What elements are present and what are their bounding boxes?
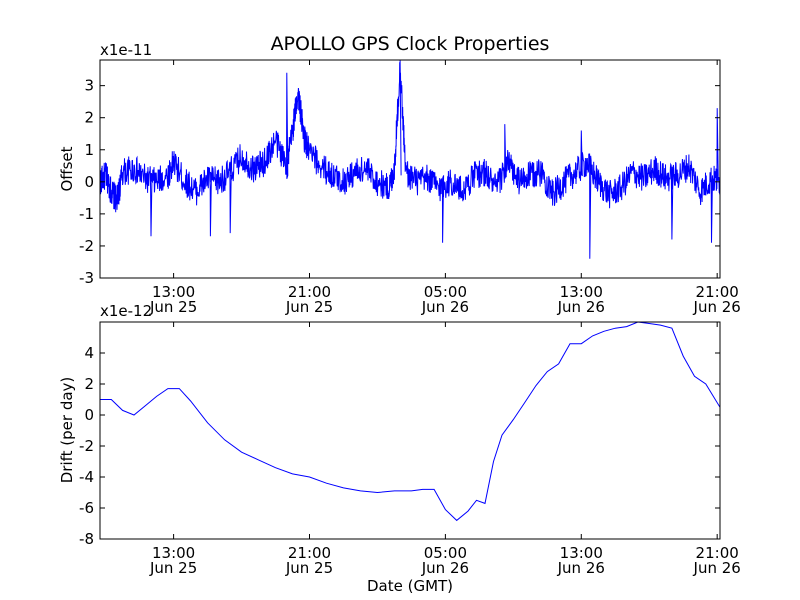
drift-y-tick-label: -6 (79, 499, 94, 517)
offset-y-tick-label: 3 (84, 77, 94, 95)
offset-x-tick-label-date: Jun 26 (421, 298, 469, 316)
drift-x-axis-label: Date (GMT) (367, 577, 453, 595)
offset-series-line (100, 60, 720, 259)
drift-x-tick-label-date: Jun 26 (693, 559, 741, 577)
drift-x-tick-label-time: 21:00 (288, 544, 331, 562)
offset-x-tick-label-time: 21:00 (696, 283, 739, 301)
drift-y-tick-label: -4 (79, 468, 94, 486)
drift-x-tick-label-time: 05:00 (424, 544, 467, 562)
drift-y-axis-label: Drift (per day) (58, 377, 76, 484)
drift-y-tick-label: -2 (79, 437, 94, 455)
drift-y-tick-label: 4 (84, 344, 94, 362)
offset-x-tick-label-date: Jun 25 (285, 298, 333, 316)
offset-y-axis-label: Offset (58, 146, 76, 191)
drift-x-tick-label-date: Jun 26 (421, 559, 469, 577)
drift-x-tick-label-date: Jun 25 (149, 559, 197, 577)
drift-series-line (100, 322, 720, 522)
drift-plot-frame (99, 321, 721, 540)
drift-x-tick-label-date: Jun 25 (285, 559, 333, 577)
offset-x-tick-label-date: Jun 26 (557, 298, 605, 316)
drift-panel: x1e-12 Drift (per day) Date (GMT) -8 -6 -4… (58, 302, 741, 595)
drift-y-tick-label: -8 (79, 530, 94, 548)
drift-y-tick-label: 0 (84, 406, 94, 424)
drift-x-tick-label-time: 13:00 (152, 544, 195, 562)
offset-x-tick-label-date: Jun 25 (149, 298, 197, 316)
offset-y-tick-label: 2 (84, 109, 94, 127)
offset-x-tick-label-time: 13:00 (560, 283, 603, 301)
offset-y-tick-label: -2 (79, 237, 94, 255)
offset-y-tick-label: -1 (79, 205, 94, 223)
offset-y-tick-label: 0 (84, 173, 94, 191)
offset-y-tick-label: 1 (84, 141, 94, 159)
drift-x-tick-label-time: 21:00 (696, 544, 739, 562)
offset-x-tick-label-time: 21:00 (288, 283, 331, 301)
drift-scale-label: x1e-12 (100, 302, 152, 320)
offset-plot-frame (99, 59, 721, 279)
offset-y-tick-label: -3 (79, 269, 94, 287)
figure-title: APOLLO GPS Clock Properties (271, 33, 550, 55)
drift-x-tick-label-date: Jun 26 (557, 559, 605, 577)
offset-x-tick-label-date: Jun 26 (693, 298, 741, 316)
offset-x-tick-label-time: 13:00 (152, 283, 195, 301)
drift-x-tick-label-time: 13:00 (560, 544, 603, 562)
offset-scale-label: x1e-11 (100, 41, 152, 59)
drift-y-tick-label: 2 (84, 375, 94, 393)
offset-x-tick-label-time: 05:00 (424, 283, 467, 301)
